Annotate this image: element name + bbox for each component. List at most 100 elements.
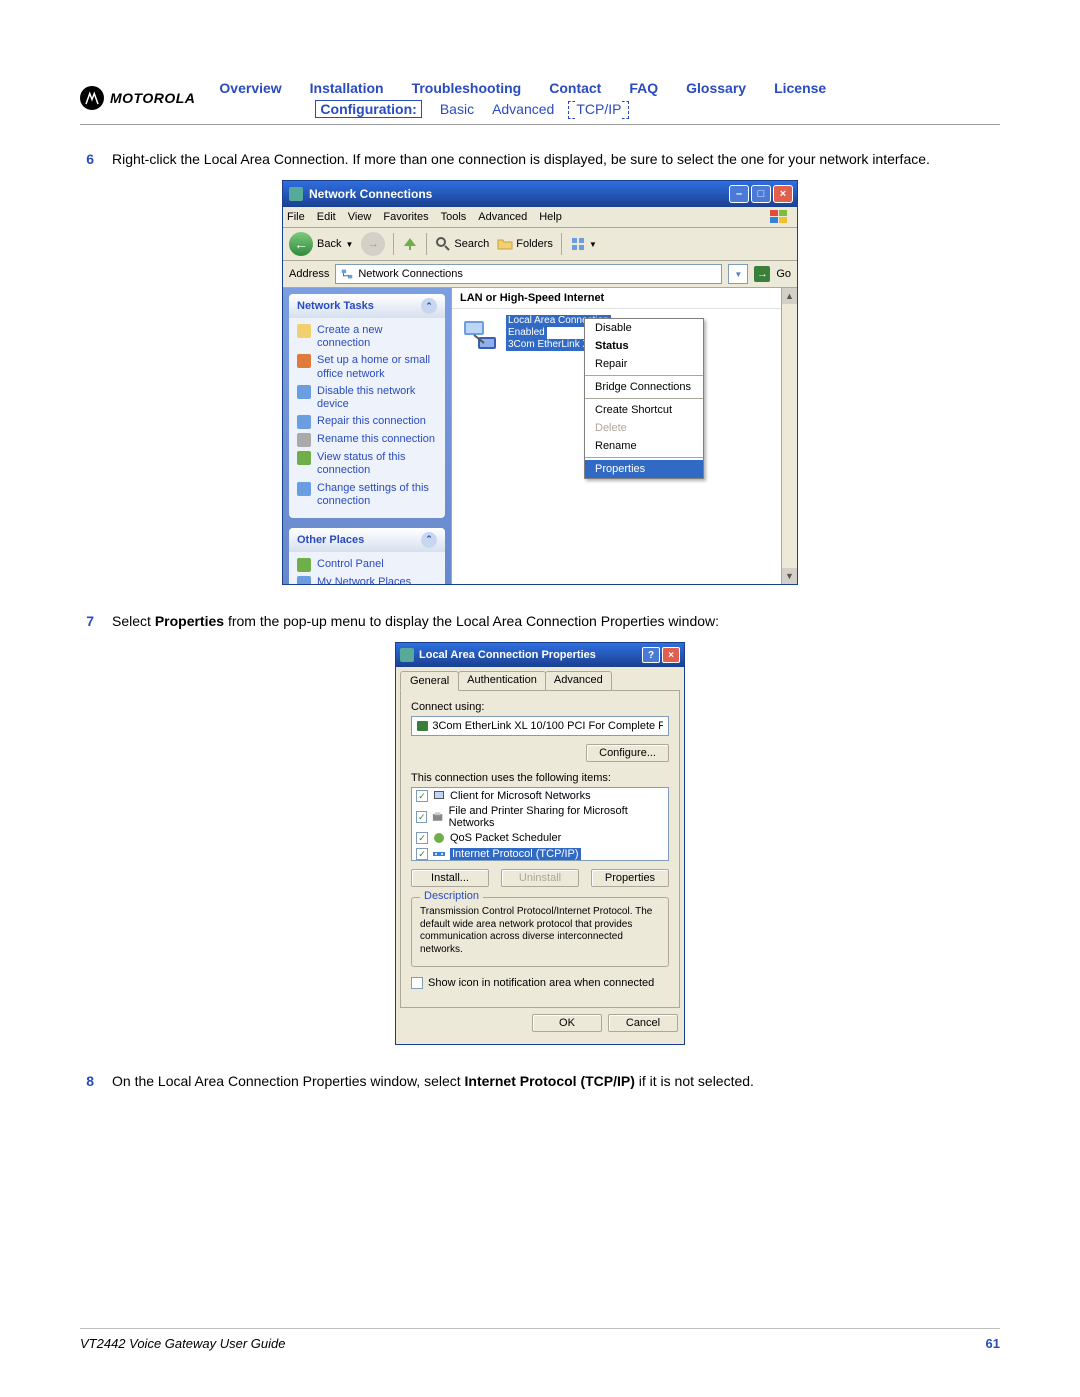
win1-toolbar: ←Back▼ → Search Folders ▼ [283, 228, 797, 261]
scroll-up-icon: ▲ [782, 288, 797, 304]
search-button[interactable]: Search [435, 236, 489, 252]
ctx-rename[interactable]: Rename [585, 437, 703, 455]
nav-configuration-label: Configuration: [315, 100, 421, 118]
win2-titlebar: Local Area Connection Properties ? × [396, 643, 684, 667]
motorola-logo-icon [80, 86, 104, 110]
nav-contact[interactable]: Contact [549, 80, 601, 96]
description-text: Transmission Control Protocol/Internet P… [420, 906, 660, 956]
menu-favorites[interactable]: Favorites [383, 211, 428, 223]
tab-authentication[interactable]: Authentication [458, 671, 546, 690]
back-button[interactable]: ←Back▼ [289, 232, 353, 256]
ctx-bridge[interactable]: Bridge Connections [585, 378, 703, 396]
tab-advanced[interactable]: Advanced [545, 671, 612, 690]
install-button[interactable]: Install... [411, 869, 489, 887]
item-qos[interactable]: ✓ QoS Packet Scheduler [412, 830, 668, 846]
connect-using-label: Connect using: [411, 701, 669, 713]
step-6: 6 Right-click the Local Area Connection.… [80, 149, 1000, 170]
menu-help[interactable]: Help [539, 211, 562, 223]
nav-faq[interactable]: FAQ [629, 80, 658, 96]
folders-icon [497, 236, 513, 252]
close-button[interactable]: × [662, 647, 680, 663]
ctx-shortcut[interactable]: Create Shortcut [585, 401, 703, 419]
footer-rule [80, 1328, 1000, 1329]
ctx-properties[interactable]: Properties [585, 460, 703, 478]
ctx-disable[interactable]: Disable [585, 319, 703, 337]
item-tcpip[interactable]: ✓ Internet Protocol (TCP/IP) [412, 846, 668, 861]
minimize-button[interactable]: – [729, 185, 749, 203]
task-disable-device[interactable]: Disable this network device [297, 385, 437, 411]
nav-glossary[interactable]: Glossary [686, 80, 746, 96]
search-icon [435, 236, 451, 252]
nav-basic[interactable]: Basic [440, 101, 474, 117]
explorer-sidebar: Network Tasks ⌃ Create a new connection … [283, 288, 451, 584]
adapter-field[interactable]: 3Com EtherLink XL 10/100 PCI For Complet… [411, 716, 669, 736]
maximize-button[interactable]: □ [751, 185, 771, 203]
go-label: Go [776, 268, 791, 280]
go-button[interactable]: → [754, 266, 770, 282]
task-create-connection[interactable]: Create a new connection [297, 324, 437, 350]
item-client-ms[interactable]: ✓ Client for Microsoft Networks [412, 788, 668, 804]
menu-edit[interactable]: Edit [317, 211, 336, 223]
collapse-icon: ⌃ [421, 298, 437, 314]
address-label: Address [289, 268, 329, 280]
nav-wrap: Overview Installation Troubleshooting Co… [219, 80, 1000, 118]
network-tasks-header[interactable]: Network Tasks ⌃ [289, 294, 445, 318]
menu-file[interactable]: File [287, 211, 305, 223]
menu-tools[interactable]: Tools [441, 211, 467, 223]
nav-installation[interactable]: Installation [310, 80, 384, 96]
nav-license[interactable]: License [774, 80, 826, 96]
tab-general[interactable]: General [400, 671, 459, 691]
folders-button[interactable]: Folders [497, 236, 553, 252]
explorer-main: LAN or High-Speed Internet Local Area Co… [451, 288, 797, 584]
conn-status: Enabled [506, 327, 547, 339]
item-file-print[interactable]: ✓ File and Printer Sharing for Microsoft… [412, 804, 668, 830]
vertical-scrollbar[interactable]: ▲ ▼ [781, 288, 797, 584]
show-icon-checkbox[interactable]: Show icon in notification area when conn… [411, 977, 669, 989]
win1-title: Network Connections [309, 187, 729, 201]
other-network-places[interactable]: My Network Places [297, 576, 437, 584]
cancel-button[interactable]: Cancel [608, 1014, 678, 1032]
network-tasks-panel: Network Tasks ⌃ Create a new connection … [289, 294, 445, 518]
other-places-panel: Other Places ⌃ Control Panel My Network … [289, 528, 445, 584]
task-setup-network[interactable]: Set up a home or small office network [297, 354, 437, 380]
task-view-status[interactable]: View status of this connection [297, 451, 437, 477]
step-6-text: Right-click the Local Area Connection. I… [112, 149, 1000, 170]
help-button[interactable]: ? [642, 647, 660, 663]
nav-troubleshooting[interactable]: Troubleshooting [412, 80, 522, 96]
other-control-panel[interactable]: Control Panel [297, 558, 437, 572]
ctx-repair[interactable]: Repair [585, 355, 703, 373]
service-icon [431, 810, 444, 824]
tab-strip: General Authentication Advanced [400, 671, 680, 690]
ok-button[interactable]: OK [532, 1014, 602, 1032]
menu-view[interactable]: View [348, 211, 372, 223]
checkbox-icon: ✓ [416, 832, 428, 844]
menu-advanced[interactable]: Advanced [478, 211, 527, 223]
address-field[interactable]: Network Connections [335, 264, 722, 284]
ctx-separator [585, 398, 703, 399]
forward-button[interactable]: → [361, 232, 385, 256]
nav-tcpip[interactable]: TCP/IP [572, 101, 625, 117]
show-icon-label: Show icon in notification area when conn… [428, 977, 654, 989]
properties-button[interactable]: Properties [591, 869, 669, 887]
toolbar-separator [393, 233, 394, 255]
step-8: 8 On the Local Area Connection Propertie… [80, 1071, 1000, 1092]
win1-titlebar: Network Connections – □ × [283, 181, 797, 207]
task-rename[interactable]: Rename this connection [297, 433, 437, 447]
other-places-header[interactable]: Other Places ⌃ [289, 528, 445, 552]
up-icon[interactable] [402, 236, 418, 252]
win1-menubar: File Edit View Favorites Tools Advanced … [283, 207, 797, 228]
ctx-status[interactable]: Status [585, 337, 703, 355]
lan-properties-icon [400, 648, 414, 662]
address-dropdown[interactable]: ▼ [728, 264, 748, 284]
task-change-settings[interactable]: Change settings of this connection [297, 482, 437, 508]
configure-button[interactable]: Configure... [586, 744, 669, 762]
close-button[interactable]: × [773, 185, 793, 203]
task-repair[interactable]: Repair this connection [297, 415, 437, 429]
views-button[interactable]: ▼ [570, 236, 597, 252]
scroll-down-icon: ▼ [782, 568, 797, 584]
nav-overview[interactable]: Overview [219, 80, 281, 96]
ctx-separator [585, 457, 703, 458]
lan-properties-dialog: Local Area Connection Properties ? × Gen… [395, 642, 685, 1045]
components-list[interactable]: ✓ Client for Microsoft Networks ✓ File a… [411, 787, 669, 861]
nav-advanced[interactable]: Advanced [492, 101, 554, 117]
